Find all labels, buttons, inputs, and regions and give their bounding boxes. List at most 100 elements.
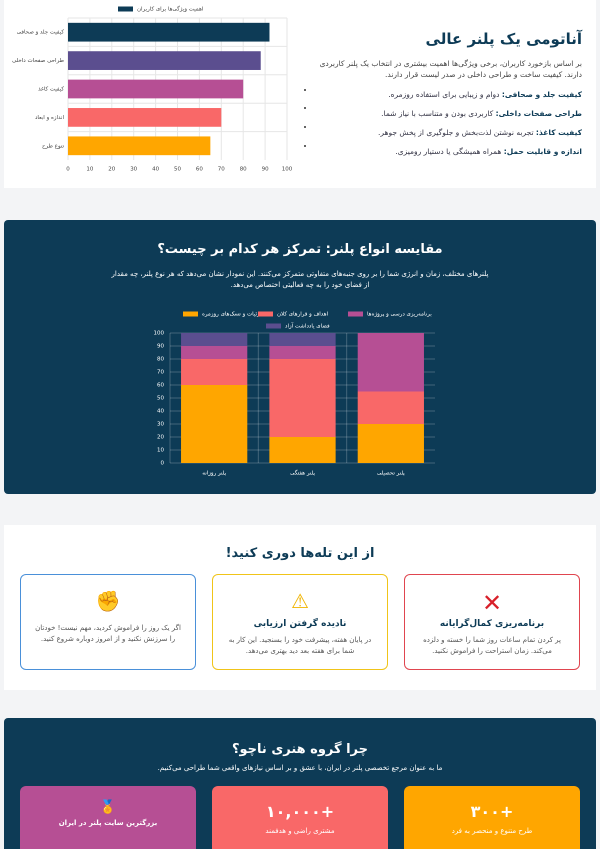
anatomy-points: کیفیت جلد و صحافی: دوام و زیبایی برای اس… [305,90,582,157]
icon: ✊ [95,589,121,613]
bar [68,108,222,127]
point-text: تجربه نوشتن لذت‌بخش و جلوگیری از پخش جوه… [378,128,534,137]
pitfall-card: ⚠ نادیده گرفتن ارزیابی در پایان هفته، پی… [212,574,388,670]
bar-segment [269,359,336,437]
legend-swatch [118,6,133,12]
bar-segment [181,333,248,346]
anatomy-title: آناتومی یک پلنر عالی [425,30,582,48]
y-tick-label: 0 [161,461,165,467]
point: کیفیت کاغذ: تجربه نوشتن لذت‌بخش و جلوگیر… [305,128,582,138]
y-tick-label: 100 [154,331,165,337]
point-text: دوام و زیبایی برای استفاده روزمره. [388,90,500,99]
y-tick-label: 40 [157,409,164,415]
x-tick-label: 70 [218,167,225,173]
pitfall-text: پر کردن تمام ساعات روز شما را خسته و دلز… [423,636,561,655]
y-tick-label: 30 [157,422,164,428]
stat-value: +۳۰۰ [470,802,514,821]
bar-segment [357,333,424,392]
point: طراحی صفحات داخلی: کاربردی بودن و متناسب… [305,109,582,119]
stat-card: 🏅 بزرگترین سایت پلنر در ایران [20,786,196,849]
bar-segment [357,424,424,463]
x-tick-label: 30 [130,167,137,173]
bullet-dots [304,89,306,147]
y-tick-label: اندازه و ابعاد [35,115,64,121]
x-tick-label: 20 [108,167,115,173]
x-tick-label: 10 [86,167,93,173]
icon: ✕ [481,589,503,617]
bar-segment [181,359,248,385]
point-label: کیفیت جلد و صحافی: [501,90,582,99]
x-tick-label: 90 [262,167,269,173]
stat-label: بزرگترین سایت پلنر در ایران [58,819,158,827]
bar-segment [269,437,336,463]
point-text: همراه همیشگی یا دستیار رومیزی. [395,147,502,156]
y-tick-label: 10 [157,448,164,454]
bar [68,22,270,42]
why-intro: ما به عنوان مرجع تخصصی پلنر در ایران، با… [157,764,443,772]
x-tick-label: 0 [66,167,70,173]
comparison-intro: پلنرهای مختلف، زمان و انرژی شما را بر رو… [111,270,489,289]
legend-label: برنامه‌ریزی درسی و پروژه‌ها [367,312,432,318]
point-text: کاربردی بودن و متناسب با نیاز شما. [381,109,494,118]
y-tick-label: کیفیت جلد و صحافی [17,29,65,36]
legend-swatch [258,311,273,317]
why-title: چرا گروه هنری ناچو؟ [231,742,369,757]
planner-chart: 0 10 20 30 40 50 60 70 80 90 100 پلنر روزانه پلنر هف… [154,311,435,477]
stat-value: +۱۰,۰۰۰ [265,802,335,821]
feature-chart: 0 10 20 30 40 50 60 70 80 90 100 کیفیت جلد و صحافی ط… [12,6,293,173]
y-tick-label: 90 [157,344,164,350]
stat-label: مشتری راضی و هدفمند [265,827,335,835]
icon: ⚠ [291,589,309,613]
pitfalls-title: از این تله‌ها دوری کنید! [225,546,375,561]
bar-segment [357,391,424,424]
pitfall-text: اگر یک روز را فراموش کردید، مهم نیست! خو… [35,624,181,643]
y-tick-label: 80 [157,357,164,363]
bar-segment [269,346,336,359]
x-tick-label: 50 [174,167,181,173]
legend-label: جزئیات و تسک‌های روزمره [202,311,263,318]
bar [68,136,211,156]
y-tick-label: تنوع طرح [42,143,64,149]
stat-label: طرح متنوع و منحصر به فرد [451,827,533,835]
anatomy-text: آناتومی یک پلنر عالی بر اساس بازخورد کار… [305,30,582,157]
point-label: طراحی صفحات داخلی: [495,109,582,118]
y-tick-label: 60 [157,383,164,389]
x-tick-label: 40 [152,167,159,173]
x-tick-label: پلنر هفتگی [290,470,315,477]
point: کیفیت جلد و صحافی: دوام و زیبایی برای اس… [305,90,582,100]
bar [68,79,244,99]
stat-card: +۳۰۰ طرح متنوع و منحصر به فرد [404,786,580,849]
y-tick-label: کیفیت کاغذ [38,86,64,93]
point-label: اندازه و قابلیت حمل: [503,147,582,156]
y-tick-label: 20 [157,435,164,441]
legend-label: اهمیت ویژگی‌ها برای کاربران [137,6,204,13]
pitfall-title: نادیده گرفتن ارزیابی [253,619,347,629]
bar-segment [181,346,248,359]
pitfall-title: برنامه‌ریزی کمال‌گرایانه [439,619,545,629]
x-tick-label: پلنر روزانه [202,471,226,477]
legend-label: فضای یادداشت آزاد [285,323,330,330]
y-tick-label: طراحی صفحات داخلی [12,58,64,64]
pitfall-card: ✕ برنامه‌ریزی کمال‌گرایانه پر کردن تمام … [404,574,580,670]
comparison-title: مقایسه انواع پلنر: تمرکز هر کدام بر چیست… [157,242,443,257]
bar [68,51,261,70]
y-tick-label: 70 [157,370,164,376]
comparison-text: مقایسه انواع پلنر: تمرکز هر کدام بر چیست… [110,242,490,291]
legend-label: اهداف و قرارهای کلان [277,311,329,318]
legend-swatch [266,323,281,329]
legend-swatch [348,311,363,317]
pitfall-text: در پایان هفته، پیشرفت خود را بسنجید. این… [228,636,372,655]
point: اندازه و قابلیت حمل: همراه همیشگی یا دست… [305,147,582,157]
point-label: کیفیت کاغذ: [535,128,582,137]
y-tick-label: 50 [157,396,164,402]
anatomy-intro: بر اساس بازخورد کاربران، برخی ویژگی‌ها ا… [319,59,582,79]
x-tick-label: 100 [282,167,293,173]
why-section: چرا گروه هنری ناچو؟ ما به عنوان مرجع تخص… [4,718,596,849]
bar-segment [181,385,248,463]
bar-segment [269,333,336,346]
stat-card: +۱۰,۰۰۰ مشتری راضی و هدفمند [212,786,388,849]
icon: 🏅 [99,800,117,815]
x-tick-label: 80 [240,167,247,173]
pitfall-card: ✊ اگر یک روز را فراموش کردید، مهم نیست! … [20,574,196,670]
